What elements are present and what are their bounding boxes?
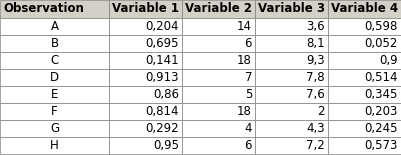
Bar <box>0 103 109 120</box>
Bar <box>255 18 328 35</box>
Bar <box>109 0 182 18</box>
Text: 0,052: 0,052 <box>365 37 398 50</box>
Text: G: G <box>50 122 59 135</box>
Bar <box>0 52 109 69</box>
Bar <box>182 52 255 69</box>
Text: 0,814: 0,814 <box>146 105 179 118</box>
Bar <box>0 137 109 154</box>
Bar <box>109 18 182 35</box>
Text: 3,6: 3,6 <box>306 20 325 33</box>
Text: 0,203: 0,203 <box>365 105 398 118</box>
Text: 5: 5 <box>245 88 252 101</box>
Text: A: A <box>51 20 59 33</box>
Text: 7,6: 7,6 <box>306 88 325 101</box>
Bar <box>182 69 255 86</box>
Bar <box>255 0 328 18</box>
Text: 6: 6 <box>245 37 252 50</box>
Bar <box>109 120 182 137</box>
Text: 0,345: 0,345 <box>365 88 398 101</box>
Text: 0,292: 0,292 <box>146 122 179 135</box>
Text: 18: 18 <box>237 54 252 67</box>
Text: 18: 18 <box>237 105 252 118</box>
Text: 7,8: 7,8 <box>306 71 325 84</box>
Bar <box>255 52 328 69</box>
Bar <box>255 103 328 120</box>
Text: Observation: Observation <box>3 2 84 16</box>
Bar <box>328 0 401 18</box>
Text: 0,86: 0,86 <box>153 88 179 101</box>
Bar <box>328 69 401 86</box>
Bar <box>182 18 255 35</box>
Bar <box>328 86 401 103</box>
Bar <box>328 18 401 35</box>
Text: 8,1: 8,1 <box>306 37 325 50</box>
Text: 0,9: 0,9 <box>379 54 398 67</box>
Text: Variable 3: Variable 3 <box>258 2 325 16</box>
Text: Variable 4: Variable 4 <box>331 2 398 16</box>
Bar <box>255 69 328 86</box>
Bar <box>109 69 182 86</box>
Bar <box>182 137 255 154</box>
Text: 0,573: 0,573 <box>365 139 398 152</box>
Bar <box>0 35 109 52</box>
Text: B: B <box>51 37 59 50</box>
Bar <box>255 35 328 52</box>
Bar <box>255 86 328 103</box>
Text: C: C <box>51 54 59 67</box>
Bar <box>255 137 328 154</box>
Bar <box>328 137 401 154</box>
Text: 0,598: 0,598 <box>365 20 398 33</box>
Bar <box>182 120 255 137</box>
Text: 0,141: 0,141 <box>146 54 179 67</box>
Bar <box>328 52 401 69</box>
Bar <box>0 86 109 103</box>
Bar <box>328 35 401 52</box>
Text: 4: 4 <box>245 122 252 135</box>
Bar <box>0 69 109 86</box>
Bar <box>0 0 109 18</box>
Text: 0,695: 0,695 <box>146 37 179 50</box>
Bar <box>0 18 109 35</box>
Text: 0,204: 0,204 <box>146 20 179 33</box>
Text: Variable 1: Variable 1 <box>112 2 179 16</box>
Text: H: H <box>50 139 59 152</box>
Bar <box>109 137 182 154</box>
Text: F: F <box>51 105 58 118</box>
Bar <box>328 103 401 120</box>
Bar <box>109 86 182 103</box>
Text: D: D <box>50 71 59 84</box>
Text: 0,245: 0,245 <box>365 122 398 135</box>
Text: 9,3: 9,3 <box>306 54 325 67</box>
Text: Variable 2: Variable 2 <box>185 2 252 16</box>
Text: 2: 2 <box>318 105 325 118</box>
Text: 6: 6 <box>245 139 252 152</box>
Text: 7,2: 7,2 <box>306 139 325 152</box>
Text: 0,95: 0,95 <box>153 139 179 152</box>
Text: E: E <box>51 88 58 101</box>
Text: 0,514: 0,514 <box>365 71 398 84</box>
Bar <box>109 52 182 69</box>
Bar <box>109 35 182 52</box>
Text: 14: 14 <box>237 20 252 33</box>
Bar <box>255 120 328 137</box>
Bar <box>328 120 401 137</box>
Text: 4,3: 4,3 <box>306 122 325 135</box>
Bar <box>182 0 255 18</box>
Bar <box>182 86 255 103</box>
Bar <box>182 103 255 120</box>
Text: 7: 7 <box>245 71 252 84</box>
Bar <box>182 35 255 52</box>
Bar <box>0 120 109 137</box>
Text: 0,913: 0,913 <box>146 71 179 84</box>
Bar <box>109 103 182 120</box>
